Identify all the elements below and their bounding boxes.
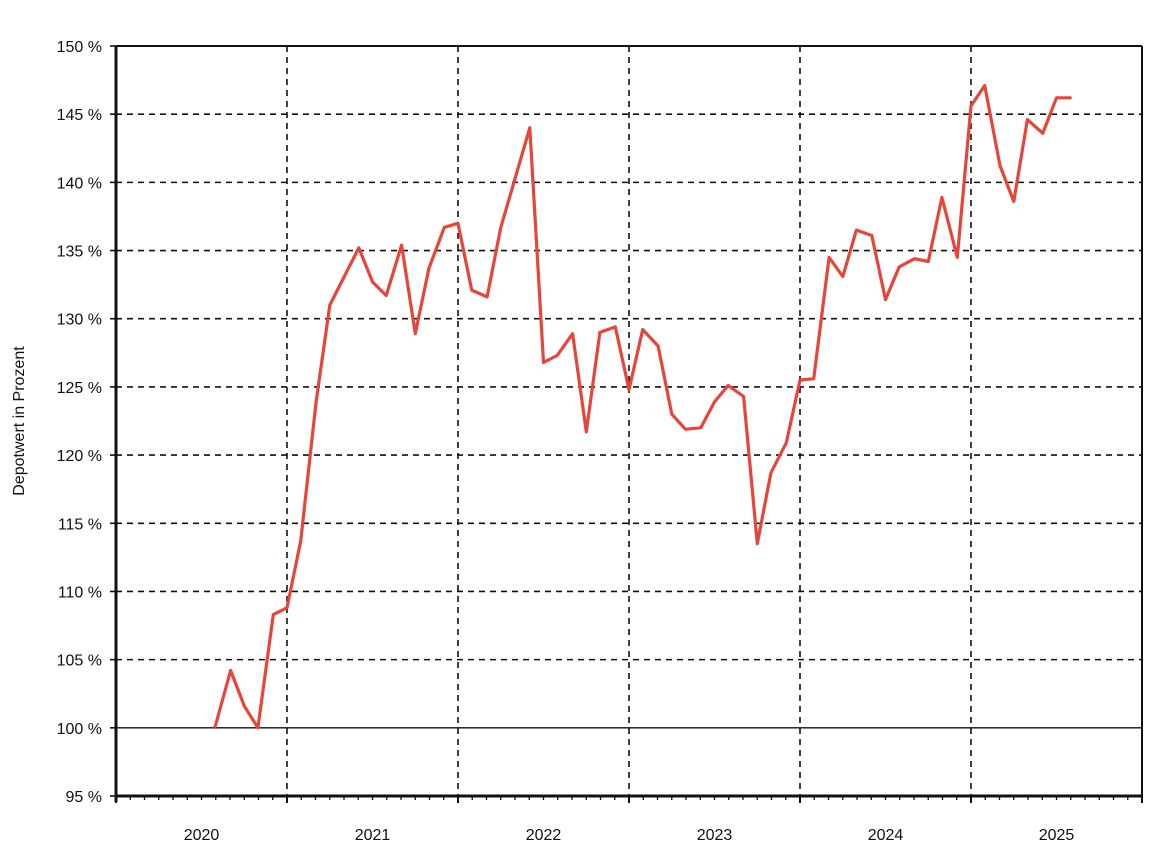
- data-point: [742, 395, 745, 398]
- data-point: [898, 266, 900, 268]
- data-point: [785, 442, 788, 444]
- axes: [110, 45, 1143, 803]
- y-tick-label: 100 %: [57, 721, 102, 738]
- y-tick-label: 95 %: [66, 789, 102, 806]
- data-point: [657, 345, 659, 347]
- data-point: [1069, 97, 1071, 99]
- y-axis-label: Depotwert in Prozent: [11, 346, 28, 496]
- data-point: [400, 244, 403, 246]
- y-tick-label: 110 %: [58, 584, 102, 601]
- data-point: [970, 105, 972, 107]
- series-layer: [213, 83, 1072, 730]
- y-tick-label: 115 %: [58, 516, 102, 533]
- x-tick-label: 2021: [355, 827, 391, 844]
- data-point: [842, 275, 844, 278]
- x-tick-label: 2020: [184, 827, 220, 844]
- data-point: [770, 472, 772, 474]
- data-point: [1042, 132, 1044, 135]
- data-point: [299, 540, 302, 542]
- x-tick-label: 2022: [526, 827, 562, 844]
- y-tick-label: 130 %: [57, 312, 102, 329]
- data-point: [571, 332, 574, 335]
- data-point: [529, 127, 531, 129]
- data-point: [358, 247, 360, 249]
- data-point: [913, 257, 916, 260]
- data-point: [641, 328, 644, 331]
- data-point: [684, 428, 687, 431]
- data-point: [486, 296, 488, 298]
- data-point: [315, 401, 317, 403]
- data-point: [927, 260, 930, 263]
- data-point: [1013, 200, 1015, 203]
- data-point: [999, 165, 1001, 167]
- data-point: [443, 226, 446, 229]
- data-point: [428, 267, 430, 270]
- data-point: [799, 379, 801, 381]
- data-point: [257, 727, 259, 729]
- data-point: [700, 427, 702, 429]
- data-point: [1026, 118, 1029, 121]
- y-tick-label: 150 %: [57, 39, 102, 56]
- data-point: [855, 229, 858, 231]
- data-point: [214, 725, 216, 728]
- data-point: [983, 84, 986, 87]
- y-tick-label: 140 %: [57, 175, 102, 192]
- y-tick-label: 120 %: [57, 448, 102, 465]
- data-point: [272, 613, 275, 616]
- data-point: [542, 361, 545, 364]
- data-point: [713, 401, 716, 403]
- data-point: [756, 542, 759, 545]
- x-tick-label: 2025: [1039, 827, 1075, 844]
- data-point: [956, 256, 959, 259]
- data-point: [414, 332, 417, 335]
- data-point: [457, 222, 459, 225]
- data-point: [385, 294, 388, 297]
- data-point: [828, 256, 830, 259]
- data-point: [329, 304, 331, 306]
- data-point: [556, 354, 558, 357]
- x-tick-labels: 2020 2021 2022 2023 2024 2025: [184, 827, 1075, 844]
- y-tick-label: 125 %: [57, 380, 102, 397]
- data-point: [500, 226, 502, 229]
- data-point: [229, 669, 232, 672]
- y-tick-labels: 95 % 100 % 105 % 110 % 115 % 120 % 125 % 130 % 1…: [57, 39, 102, 806]
- x-tick-label: 2023: [697, 827, 733, 844]
- data-point: [243, 705, 246, 707]
- data-point: [1055, 97, 1058, 99]
- data-point: [371, 281, 374, 283]
- data-point: [628, 388, 630, 391]
- data-point: [585, 431, 588, 433]
- data-point: [470, 289, 473, 291]
- data-point: [599, 331, 601, 334]
- data-point: [727, 384, 729, 387]
- x-tick-label: 2024: [868, 827, 904, 844]
- data-point: [871, 234, 873, 237]
- y-tick-label: 135 %: [57, 244, 102, 261]
- grid-lines: [116, 46, 1142, 796]
- y-tick-label: 105 %: [57, 653, 102, 670]
- data-point: [614, 326, 617, 328]
- data-point: [884, 298, 887, 301]
- data-point: [671, 413, 673, 416]
- data-point: [812, 377, 815, 380]
- data-point: [286, 607, 288, 609]
- y-tick-label: 145 %: [57, 107, 102, 124]
- data-point: [941, 196, 943, 199]
